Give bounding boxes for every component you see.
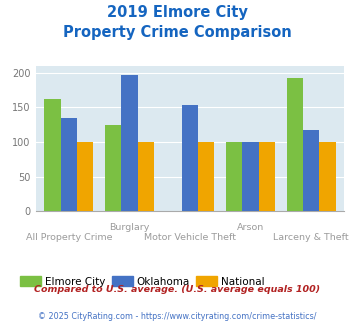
Bar — [242, 142, 259, 211]
Bar — [303, 130, 319, 211]
Text: 2019 Elmore City: 2019 Elmore City — [107, 5, 248, 20]
Text: © 2025 CityRating.com - https://www.cityrating.com/crime-statistics/: © 2025 CityRating.com - https://www.city… — [38, 312, 317, 321]
Bar — [226, 142, 242, 211]
Legend: Elmore City, Oklahoma, National: Elmore City, Oklahoma, National — [16, 272, 269, 291]
Text: Property Crime Comparison: Property Crime Comparison — [63, 25, 292, 40]
Text: Larceny & Theft: Larceny & Theft — [273, 233, 349, 242]
Bar — [137, 142, 154, 211]
Bar — [319, 142, 335, 211]
Bar — [286, 79, 303, 211]
Bar — [105, 125, 121, 211]
Text: All Property Crime: All Property Crime — [26, 233, 112, 242]
Text: Burglary: Burglary — [109, 223, 149, 232]
Bar — [182, 105, 198, 211]
Bar — [198, 142, 214, 211]
Bar — [44, 99, 61, 211]
Bar — [259, 142, 275, 211]
Text: Compared to U.S. average. (U.S. average equals 100): Compared to U.S. average. (U.S. average … — [34, 285, 321, 294]
Text: Arson: Arson — [237, 223, 264, 232]
Bar — [121, 75, 137, 211]
Bar — [77, 142, 93, 211]
Text: Motor Vehicle Theft: Motor Vehicle Theft — [144, 233, 236, 242]
Bar — [61, 118, 77, 211]
